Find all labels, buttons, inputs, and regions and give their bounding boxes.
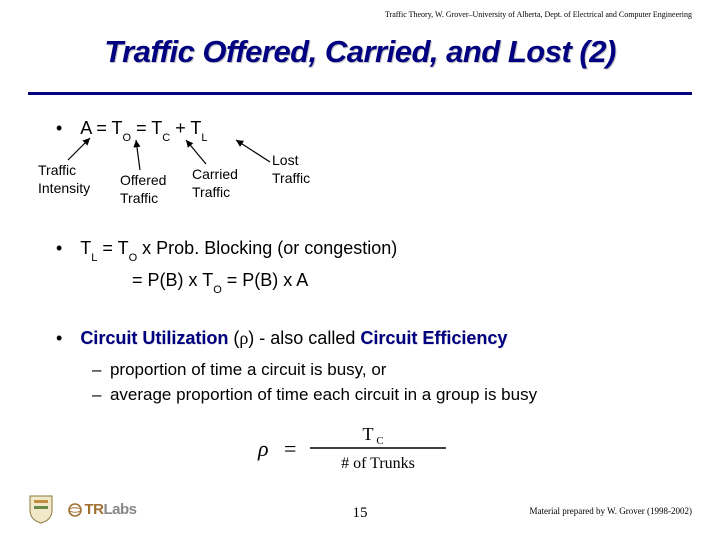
eq1-mid2: + T <box>170 118 201 138</box>
circuit-utilization-line: • Circuit Utilization (ρ) - also called … <box>56 328 507 349</box>
eq1-sub-o: O <box>123 132 132 144</box>
annotation-traffic-intensity: Traffic Intensity <box>38 162 90 197</box>
annotation-offered-traffic: Offered Traffic <box>120 172 166 207</box>
eq2b-sub-o: O <box>213 284 222 296</box>
eq2-suffix: x Prob. Blocking (or congestion) <box>137 238 397 258</box>
formula-num-c: C <box>376 435 383 447</box>
formula-eq: = <box>284 436 296 461</box>
eq1-sub-c: C <box>162 132 170 144</box>
formula-rho: ρ = T C # of Trunks <box>250 420 470 476</box>
formula-num-t: T <box>363 424 374 444</box>
sublist-item-1: – proportion of time a circuit is busy, … <box>92 358 537 383</box>
b3-paren-open: ( <box>228 328 239 348</box>
ann-lost-l1: Lost <box>272 152 298 168</box>
equation-tl: • TL = TO x Prob. Blocking (or congestio… <box>56 238 397 262</box>
eq2-sub-o: O <box>129 252 138 264</box>
eq1-sub-l: L <box>201 132 207 144</box>
eq2-sub-l: L <box>91 252 97 264</box>
footer-attribution: Material prepared by W. Grover (1998-200… <box>530 506 692 516</box>
annotation-carried-traffic: Carried Traffic <box>192 166 238 201</box>
title-underline <box>28 92 692 95</box>
eq2-mid: = T <box>97 238 128 258</box>
ann-carried-l1: Carried <box>192 166 238 182</box>
term-circuit-efficiency: Circuit Efficiency <box>360 328 507 348</box>
slide-title: Traffic Offered, Carried, and Lost (2) <box>0 34 720 70</box>
ann-offered-l1: Offered <box>120 172 166 188</box>
ann-carried-l2: Traffic <box>192 184 230 200</box>
eq2b-prefix: = P(B) x T <box>132 270 213 290</box>
ann-intensity-l2: Intensity <box>38 180 90 196</box>
term-circuit-utilization: Circuit Utilization <box>80 328 228 348</box>
ann-offered-l2: Traffic <box>120 190 158 206</box>
circuit-utilization-sublist: – proportion of time a circuit is busy, … <box>92 358 537 407</box>
annotation-lost-traffic: Lost Traffic <box>272 152 310 187</box>
b3-bullet: • <box>56 328 80 348</box>
eq1-mid1: = T <box>131 118 162 138</box>
formula-den: # of Trunks <box>341 455 415 472</box>
equation-a-decomposition: • A = TO = TC + TL <box>56 118 208 142</box>
eq2b-suffix: = P(B) x A <box>222 270 309 290</box>
eq2-prefix: • T <box>56 238 91 258</box>
ann-lost-l2: Traffic <box>272 170 310 186</box>
formula-lhs: ρ <box>257 436 269 461</box>
equation-tl-expanded: = P(B) x TO = P(B) x A <box>132 270 308 294</box>
b3-rho: ρ <box>239 328 248 348</box>
eq1-prefix: • A = T <box>56 118 123 138</box>
sublist-item-2: – average proportion of time each circui… <box>92 383 537 408</box>
ann-intensity-l1: Traffic <box>38 162 76 178</box>
course-header: Traffic Theory, W. Grover–University of … <box>385 10 692 19</box>
b3-mid: ) - also called <box>248 328 360 348</box>
